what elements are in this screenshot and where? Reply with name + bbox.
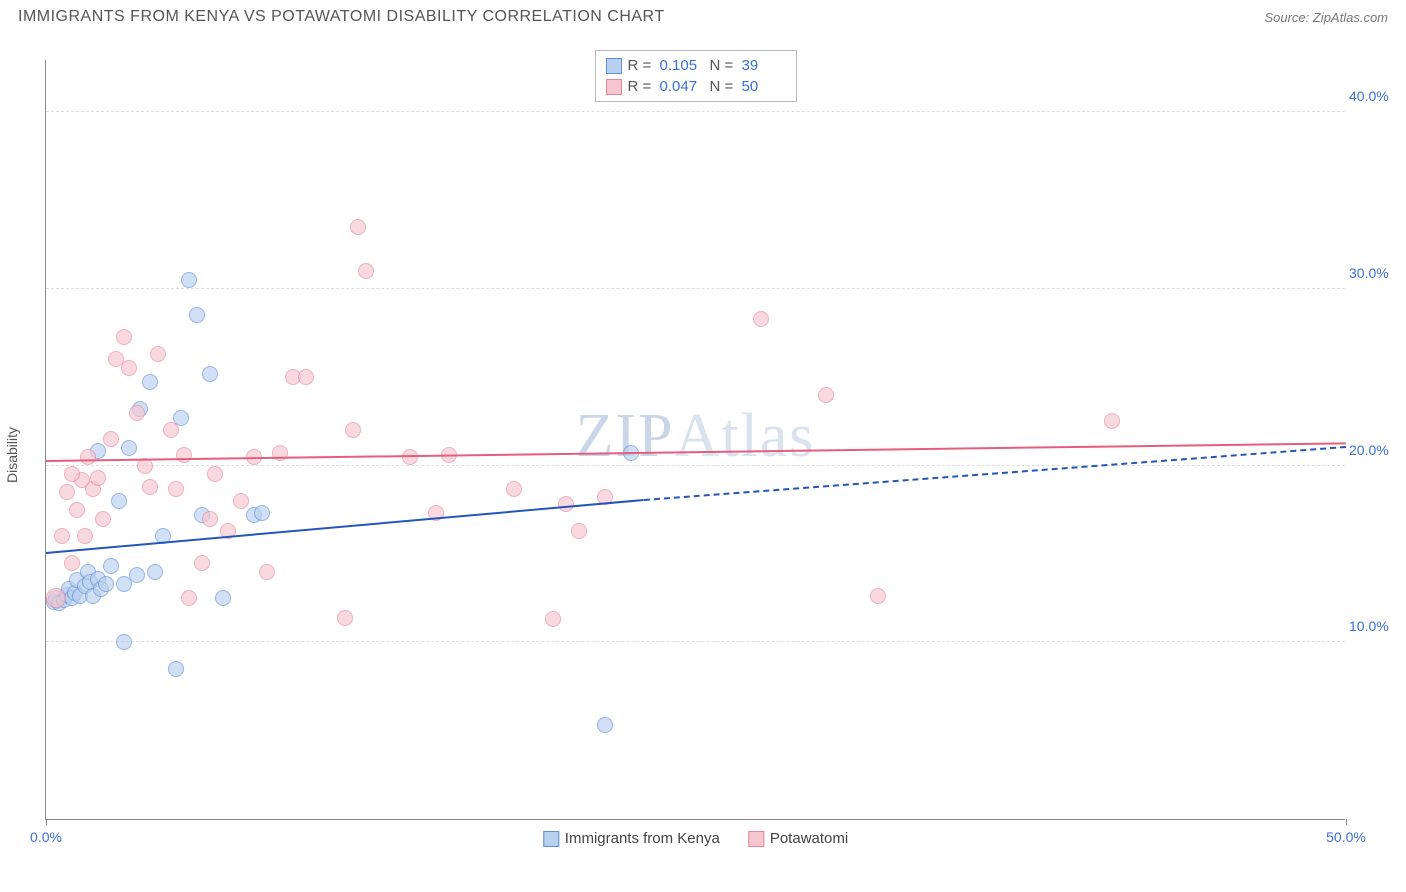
- trend-line: [644, 446, 1346, 501]
- data-point: [116, 329, 132, 345]
- data-point: [337, 610, 353, 626]
- data-point: [163, 422, 179, 438]
- data-point: [597, 717, 613, 733]
- data-point: [129, 405, 145, 421]
- legend-item: Immigrants from Kenya: [543, 830, 720, 847]
- stat-r-label: R =: [628, 57, 654, 74]
- chart-source: Source: ZipAtlas.com: [1264, 10, 1388, 25]
- data-point: [207, 466, 223, 482]
- chart-container: Disability ZIPAtlas R = 0.105 N = 39 R = 0.04…: [0, 30, 1406, 880]
- data-point: [215, 590, 231, 606]
- data-point: [103, 431, 119, 447]
- data-point: [571, 523, 587, 539]
- data-point: [506, 481, 522, 497]
- x-tick-label: 50.0%: [1326, 829, 1366, 845]
- y-tick-label: 30.0%: [1349, 265, 1395, 281]
- data-point: [345, 422, 361, 438]
- data-point: [116, 634, 132, 650]
- data-point: [150, 346, 166, 362]
- data-point: [358, 263, 374, 279]
- data-point: [870, 588, 886, 604]
- data-point: [90, 470, 106, 486]
- data-point: [95, 511, 111, 527]
- data-point: [59, 484, 75, 500]
- trend-line: [46, 499, 644, 554]
- chart-title: IMMIGRANTS FROM KENYA VS POTAWATOMI DISA…: [18, 8, 665, 26]
- stat-r-label: R =: [628, 78, 654, 95]
- data-point: [129, 567, 145, 583]
- plot-area: ZIPAtlas R =0.105N =39R =0.047N =50 Immi…: [45, 60, 1345, 820]
- data-point: [181, 272, 197, 288]
- x-tick-mark: [1346, 819, 1347, 825]
- watermark: ZIPAtlas: [576, 400, 816, 471]
- gridline: [46, 288, 1345, 289]
- data-point: [103, 558, 119, 574]
- data-point: [189, 307, 205, 323]
- data-point: [202, 366, 218, 382]
- data-point: [142, 479, 158, 495]
- data-point: [350, 219, 366, 235]
- data-point: [1104, 413, 1120, 429]
- data-point: [233, 493, 249, 509]
- correlation-statistics-box: R = 0.105 N = 39 R = 0.047 N = 50: [595, 50, 797, 102]
- stat-r-value: 0.105: [660, 57, 704, 74]
- data-point: [64, 466, 80, 482]
- data-point: [298, 369, 314, 385]
- y-tick-label: 10.0%: [1349, 618, 1395, 634]
- chart-header: IMMIGRANTS FROM KENYA VS POTAWATOMI DISA…: [0, 0, 1406, 30]
- legend-item: Potawatomi: [748, 830, 848, 847]
- data-point: [753, 311, 769, 327]
- data-point: [545, 611, 561, 627]
- legend-swatch: [748, 831, 764, 847]
- x-tick-mark: [46, 819, 47, 825]
- stat-row: R = 0.047 N = 50: [606, 76, 786, 97]
- data-point: [69, 502, 85, 518]
- y-axis-label: Disability: [4, 427, 20, 483]
- stat-r-value: 0.047: [660, 78, 704, 95]
- data-point: [121, 360, 137, 376]
- stat-n-value: 39: [742, 57, 786, 74]
- data-point: [168, 661, 184, 677]
- data-point: [181, 590, 197, 606]
- legend-label: Potawatomi: [770, 830, 848, 847]
- stat-n-label: N =: [710, 57, 736, 74]
- data-point: [142, 374, 158, 390]
- data-point: [818, 387, 834, 403]
- gridline: [46, 641, 1345, 642]
- data-point: [168, 481, 184, 497]
- data-point: [147, 564, 163, 580]
- data-point: [259, 564, 275, 580]
- stat-n-value: 50: [742, 78, 786, 95]
- data-point: [54, 528, 70, 544]
- y-tick-label: 40.0%: [1349, 88, 1395, 104]
- gridline: [46, 111, 1345, 112]
- data-point: [111, 493, 127, 509]
- data-point: [98, 576, 114, 592]
- chart-legend: Immigrants from Kenya Potawatomi: [543, 830, 848, 847]
- x-tick-label: 0.0%: [30, 829, 62, 845]
- data-point: [121, 440, 137, 456]
- data-point: [194, 555, 210, 571]
- stat-row: R = 0.105 N = 39: [606, 55, 786, 76]
- stat-n-label: N =: [710, 78, 736, 95]
- trend-line: [46, 442, 1346, 462]
- legend-swatch: [543, 831, 559, 847]
- data-point: [80, 449, 96, 465]
- legend-swatch: [606, 79, 622, 95]
- data-point: [202, 511, 218, 527]
- data-point: [77, 528, 93, 544]
- gridline: [46, 465, 1345, 466]
- data-point: [254, 505, 270, 521]
- data-point: [64, 555, 80, 571]
- legend-label: Immigrants from Kenya: [565, 830, 720, 847]
- data-point: [46, 588, 66, 608]
- data-point: [176, 447, 192, 463]
- y-tick-label: 20.0%: [1349, 442, 1395, 458]
- legend-swatch: [606, 58, 622, 74]
